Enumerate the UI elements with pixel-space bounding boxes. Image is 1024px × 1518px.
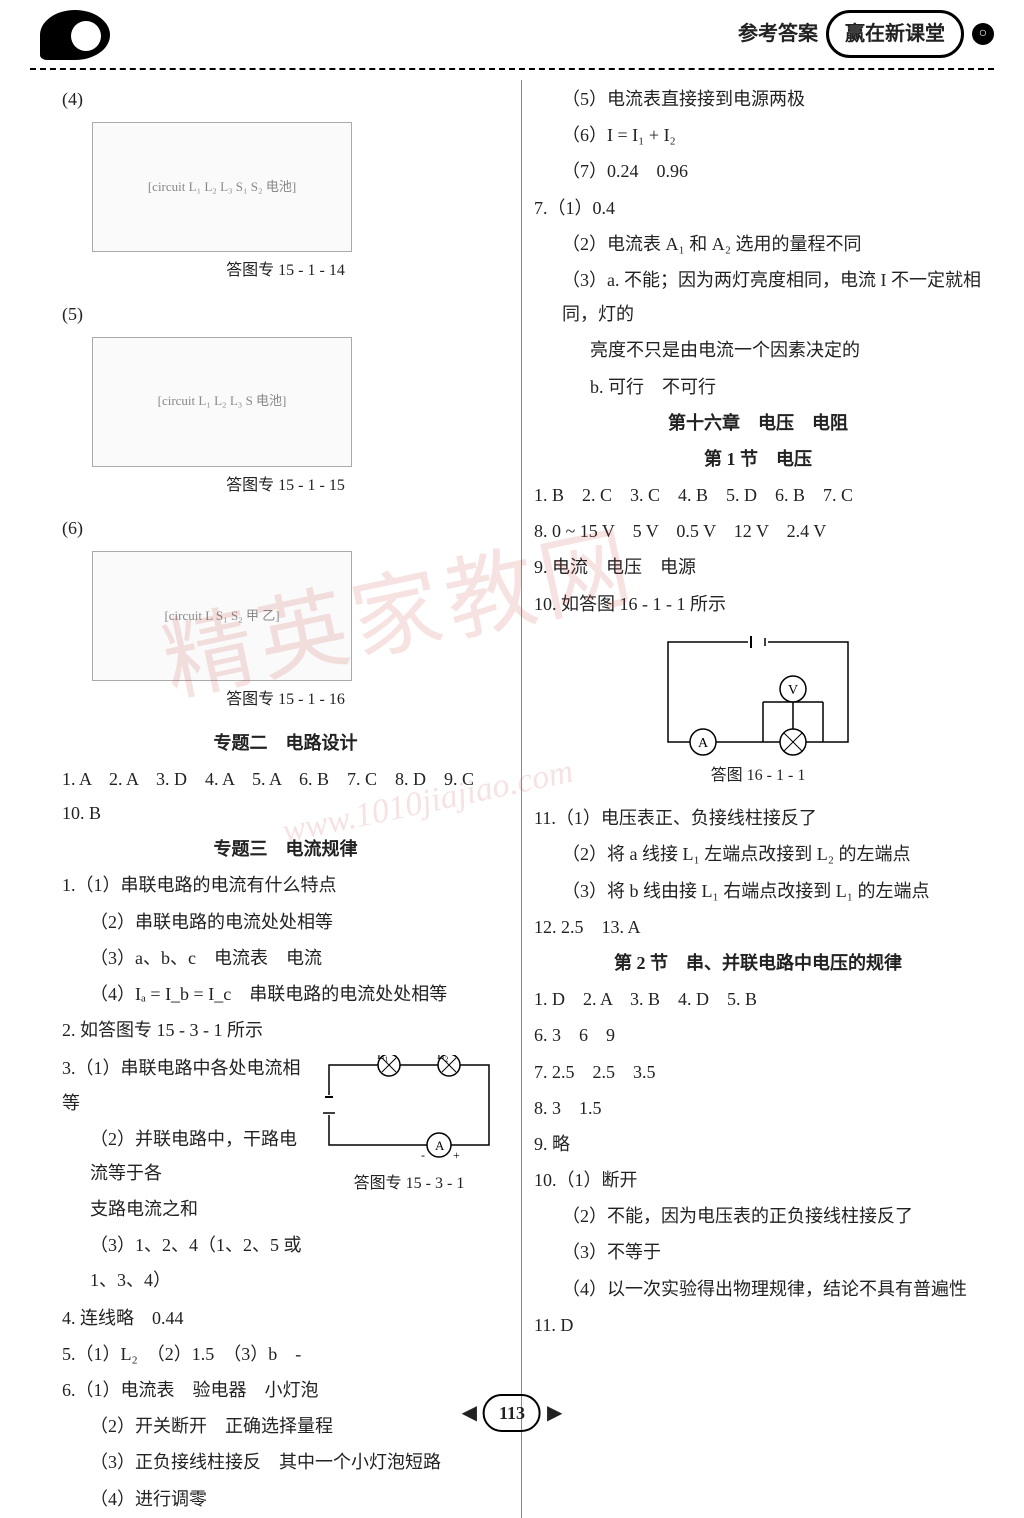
header-title: 参考答案 <box>738 15 818 53</box>
badge-text: 在新课堂 <box>865 23 945 45</box>
row-3-with-fig: 3.（1）串联电路中各处电流相等 （2）并联电路中，干路电流等于各 支路电流之和… <box>62 1049 509 1298</box>
plus-label: + <box>453 1148 460 1162</box>
s2-mc: 1. D 2. A 3. B 4. D 5. B <box>534 982 982 1016</box>
circuit-15-3-1: L₁ L₂ A - + <box>319 1055 499 1165</box>
t3-6-1: 6.（1）电流表 验电器 小灯泡 <box>62 1373 509 1407</box>
header-right: 参考答案 赢在新课堂 ○ <box>738 10 994 58</box>
item-5-label: (5) <box>62 297 509 331</box>
s2-8: 8. 3 1.5 <box>534 1091 982 1125</box>
diagram-15-1-16: [circuit L S₁ S₂ 甲 乙] <box>92 551 352 681</box>
header-badge: 赢在新课堂 <box>826 10 964 58</box>
l2-label: L₂ <box>437 1055 449 1062</box>
t3-3-2: （2）并联电路中，干路电流等于各 <box>62 1122 309 1190</box>
circuit-16-1-1: A V <box>653 627 863 757</box>
t3-3-1: 3.（1）串联电路中各处电流相等 <box>62 1051 309 1119</box>
triangle-left-icon: ◀ <box>462 1394 477 1432</box>
t3-3-3: （3）1、2、4（1、2、5 或 1、3、4） <box>62 1228 309 1296</box>
q7-3a: （3）a. 不能；因为两灯亮度相同，电流 I 不一定就相同，灯的 <box>534 263 982 331</box>
page-number: ◀ 113 ▶ <box>462 1394 563 1432</box>
s2-7: 7. 2.5 2.5 3.5 <box>534 1055 982 1089</box>
item-4-label: (4) <box>62 82 509 116</box>
s1-9: 9. 电流 电压 电源 <box>534 550 982 584</box>
s1-11-2: （2）将 a 线接 L₁ 左端点改接到 L₂ 的左端点 <box>534 837 982 871</box>
t3-2: 2. 如答图专 15 - 3 - 1 所示 <box>62 1013 509 1047</box>
triangle-right-icon: ▶ <box>547 1394 562 1432</box>
q7-2: （2）电流表 A₁ 和 A₂ 选用的量程不同 <box>534 227 982 261</box>
s2-10-1: 10.（1）断开 <box>534 1163 982 1197</box>
diagram-15-1-15: [circuit L₁ L₂ L₃ S 电池] <box>92 337 352 467</box>
badge-char: 赢 <box>845 23 865 45</box>
s1-8: 8. 0 ~ 15 V 5 V 0.5 V 12 V 2.4 V <box>534 514 982 548</box>
fig-16-1-1-label: 答图 16 - 1 - 1 <box>534 761 982 791</box>
right-column: （5）电流表直接接到电源两极 （6）I = I₁ + I₂ （7）0.24 0.… <box>522 80 994 1518</box>
t3-1-3: （3）a、b、c 电流表 电流 <box>62 941 509 975</box>
ch16-title: 第十六章 电压 电阻 <box>534 406 982 440</box>
t3-4: 4. 连线略 0.44 <box>62 1301 509 1335</box>
t3-6-2: （2）开关断开 正确选择量程 <box>62 1409 509 1443</box>
minus-label: - <box>421 1148 425 1162</box>
t3-6-4: （4）进行调零 <box>62 1482 509 1516</box>
content-columns: (4) [circuit L₁ L₂ L₃ S₁ S₂ 电池] 答图专 15 -… <box>0 70 1024 1518</box>
t3-6-3: （3）正负接线柱接反 其中一个小灯泡短路 <box>62 1445 509 1479</box>
s1-12-13: 12. 2.5 13. A <box>534 910 982 944</box>
diagram-15-1-14: [circuit L₁ L₂ L₃ S₁ S₂ 电池] <box>92 122 352 252</box>
s2-10-3: （3）不等于 <box>534 1235 982 1269</box>
sec2-title: 第 2 节 串、并联电路中电压的规律 <box>534 946 982 980</box>
t3-1-4: （4）Iₐ = I_b = I_c 串联电路的电流处处相等 <box>62 977 509 1011</box>
a-label-2: A <box>698 736 709 751</box>
s2-10-4: （4）以一次实验得出物理规律，结论不具有普遍性 <box>534 1272 982 1306</box>
logo-icon <box>40 10 110 60</box>
r5: （5）电流表直接接到电源两极 <box>534 82 982 116</box>
fig-label-14: 答图专 15 - 1 - 14 <box>62 256 509 286</box>
q7-3b: b. 可行 不可行 <box>534 370 982 404</box>
r6: （6）I = I₁ + I₂ <box>534 118 982 152</box>
left-column: (4) [circuit L₁ L₂ L₃ S₁ S₂ 电池] 答图专 15 -… <box>50 80 522 1518</box>
s2-11: 11. D <box>534 1308 982 1342</box>
topic2-answers: 1. A 2. A 3. D 4. A 5. A 6. B 7. C 8. D … <box>62 762 509 830</box>
a-label: A <box>435 1138 445 1153</box>
s1-11-1: 11.（1）电压表正、负接线柱接反了 <box>534 801 982 835</box>
v-label: V <box>788 683 798 698</box>
page-header: 参考答案 赢在新课堂 ○ <box>30 10 994 70</box>
topic2-title: 专题二 电路设计 <box>62 726 509 760</box>
t3-1-1: 1.（1）串联电路的电流有什么特点 <box>62 868 509 902</box>
q7-1: 7.（1）0.4 <box>534 191 982 225</box>
s2-10-2: （2）不能，因为电压表的正负接线柱接反了 <box>534 1199 982 1233</box>
page-number-value: 113 <box>483 1394 541 1432</box>
t3-3-2b: 支路电流之和 <box>62 1192 309 1226</box>
s2-6: 6. 3 6 9 <box>534 1018 982 1052</box>
r7: （7）0.24 0.96 <box>534 154 982 188</box>
fig-label-15: 答图专 15 - 1 - 15 <box>62 471 509 501</box>
s2-9: 9. 略 <box>534 1127 982 1161</box>
t3-1-2: （2）串联电路的电流处处相等 <box>62 905 509 939</box>
item-6-label: (6) <box>62 511 509 545</box>
fig-15-3-1-label: 答图专 15 - 3 - 1 <box>309 1169 509 1199</box>
s1-mc: 1. B 2. C 3. C 4. B 5. D 6. B 7. C <box>534 478 982 512</box>
s1-10: 10. 如答图 16 - 1 - 1 所示 <box>534 587 982 621</box>
t3-5: 5.（1）L₂ （2）1.5 （3）b - <box>62 1337 509 1371</box>
topic3-title: 专题三 电流规律 <box>62 832 509 866</box>
dot-icon: ○ <box>972 23 994 45</box>
s1-11-3: （3）将 b 线由接 L₁ 右端点改接到 L₁ 的左端点 <box>534 874 982 908</box>
q7-3a2: 亮度不只是由电流一个因素决定的 <box>534 333 982 367</box>
sec1-title: 第 1 节 电压 <box>534 442 982 476</box>
l1-label: L₁ <box>377 1055 389 1062</box>
fig-label-16: 答图专 15 - 1 - 16 <box>62 685 509 715</box>
